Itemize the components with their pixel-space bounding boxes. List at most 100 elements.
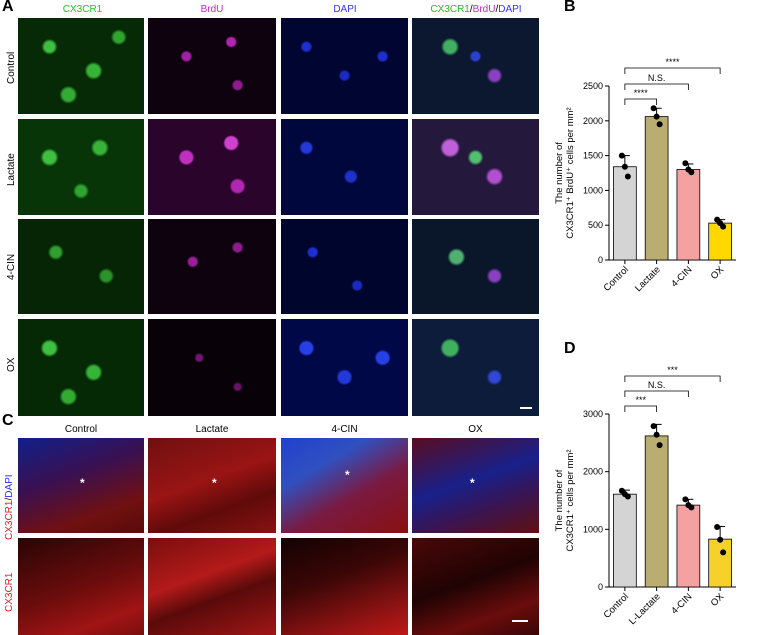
bar — [708, 538, 732, 588]
y-tick-label: 500 — [588, 220, 603, 230]
data-point — [650, 423, 657, 430]
data-point — [653, 431, 660, 438]
data-point — [682, 160, 689, 167]
y-axis-title: CX3CR1⁺ BrdU⁺ cells per mm² — [565, 107, 576, 238]
significance-bracket — [624, 405, 658, 412]
micrograph-a-4cin-cx3cr1 — [18, 219, 144, 314]
merge-label-slash-2: / — [495, 4, 499, 15]
micrograph-c-control-merge: * — [18, 438, 144, 533]
merge-label-dapi: DAPI — [498, 4, 522, 15]
y-tick-label: 2000 — [583, 116, 603, 126]
significance-label: **** — [665, 57, 680, 67]
micrograph-a-ox-brdu — [148, 319, 276, 416]
bar-chart-d: 0 1000 2000 3000 The number of CX3CR1⁺ cells … — [554, 365, 736, 627]
x-tick-label: Lactate — [633, 264, 663, 294]
significance-bracket — [624, 390, 689, 397]
bar — [676, 169, 701, 261]
micrograph-c-4cin-cx3cr1 — [281, 538, 408, 635]
panel-a-row-4cin: 4-CIN — [6, 253, 17, 280]
data-point — [720, 223, 727, 230]
significance-bracket — [624, 83, 689, 90]
panel-c-col-lactate: Lactate — [195, 424, 229, 435]
significance-label: **** — [634, 88, 649, 98]
x-tick-label: Control — [602, 264, 631, 293]
significance-bracket — [624, 375, 721, 382]
y-tick-label: 0 — [598, 255, 603, 265]
micrograph-a-control-dapi — [281, 18, 408, 114]
y-axis-title: The number of — [554, 469, 565, 531]
panel-a-col-merge: CX3CR1/BrdU/DAPI — [412, 4, 540, 15]
significance-label: *** — [667, 365, 678, 375]
data-point — [720, 549, 727, 556]
star-marker: * — [212, 476, 217, 490]
y-tick-label: 0 — [598, 582, 603, 592]
star-marker: * — [345, 468, 350, 482]
panel-b-letter: B — [564, 0, 576, 15]
data-point — [624, 493, 631, 500]
micrograph-a-lactate-cx3cr1 — [18, 119, 144, 215]
bar — [613, 166, 637, 261]
data-point — [656, 442, 663, 449]
significance-bracket — [624, 98, 658, 105]
significance-label: N.S. — [648, 380, 666, 390]
data-point — [618, 152, 625, 159]
c-row1-dapi: DAPI — [4, 474, 15, 498]
merge-label-brdu: BrdU — [472, 4, 496, 15]
c-row1-cx3cr1: CX3CR1 — [4, 500, 15, 540]
significance-label: N.S. — [648, 73, 666, 83]
micrograph-a-4cin-merge — [412, 219, 539, 314]
bar — [644, 116, 669, 261]
panel-c-col-ox: OX — [468, 424, 483, 435]
x-tick-label: 4-CIN — [669, 591, 694, 616]
micrograph-c-4cin-merge: * — [281, 438, 408, 533]
x-tick-label: 4-CIN — [669, 264, 694, 289]
micrograph-c-ox-cx3cr1 — [412, 538, 539, 635]
merge-label-slash-1: / — [469, 4, 473, 15]
micrograph-c-ox-merge: * — [412, 438, 539, 533]
micrograph-a-lactate-dapi — [281, 119, 408, 215]
y-tick-label: 2000 — [583, 467, 603, 477]
micrograph-a-4cin-dapi — [281, 219, 408, 314]
panel-d-letter: D — [564, 340, 576, 357]
scale-bar-c — [512, 620, 528, 622]
panel-a-row-control: Control — [6, 51, 17, 84]
panel-a-col-brdu: BrdU — [200, 4, 224, 15]
data-point — [624, 173, 631, 180]
panel-c-row-cx3cr1: CX3CR1 — [4, 572, 15, 612]
data-point — [688, 504, 695, 511]
micrograph-a-lactate-merge — [412, 119, 539, 215]
micrograph-a-4cin-brdu — [148, 219, 276, 314]
y-axis-title: The number of — [554, 142, 565, 204]
panel-a-letter: A — [2, 0, 14, 15]
y-axis-title: CX3CR1⁺ cells per mm² — [565, 449, 576, 551]
panel-a-col-cx3cr1: CX3CR1 — [62, 4, 103, 15]
data-point — [621, 163, 628, 170]
micrograph-a-control-cx3cr1 — [18, 18, 144, 114]
micrograph-a-ox-cx3cr1 — [18, 319, 144, 416]
panel-a-col-dapi: DAPI — [333, 4, 357, 15]
bar — [708, 222, 732, 261]
micrograph-a-ox-merge — [412, 319, 539, 416]
merge-label-cx3cr1: CX3CR1 — [430, 4, 470, 15]
panel-c-col-4cin: 4-CIN — [331, 424, 358, 435]
bar — [613, 493, 637, 588]
panel-a-row-lactate: Lactate — [6, 153, 17, 186]
data-point — [682, 496, 689, 503]
micrograph-a-control-merge — [412, 18, 539, 114]
bar — [676, 504, 701, 588]
x-tick-label: L-Lactate — [627, 591, 663, 627]
scale-bar-a — [520, 407, 532, 409]
y-tick-label: 2500 — [583, 81, 603, 91]
x-tick-label: OX — [709, 591, 727, 609]
micrograph-a-control-brdu — [148, 18, 276, 114]
star-marker: * — [470, 476, 475, 490]
data-point — [656, 121, 663, 128]
data-point — [688, 169, 695, 176]
x-tick-label: Control — [602, 591, 631, 620]
data-point — [714, 524, 721, 531]
micrograph-a-ox-dapi — [281, 319, 408, 416]
y-tick-label: 1500 — [583, 151, 603, 161]
x-tick-label: OX — [709, 264, 727, 282]
panel-c-col-control: Control — [64, 424, 98, 435]
c-row1-slash: / — [4, 497, 15, 501]
